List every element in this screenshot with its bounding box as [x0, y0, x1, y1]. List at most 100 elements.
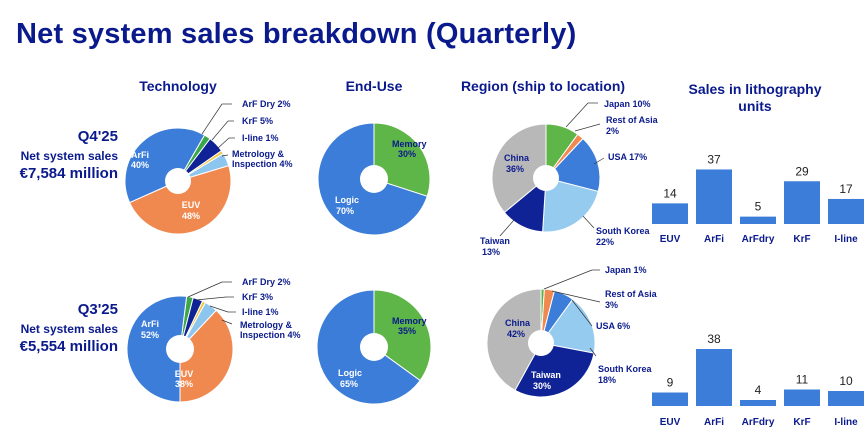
south-korea-callout: South Korea: [596, 226, 650, 236]
arfi-slice-pct: 52%: [141, 330, 159, 340]
leader-line: [201, 103, 223, 135]
leader-line: [209, 305, 229, 313]
donut-hole: [360, 333, 388, 361]
bar-euv: [652, 203, 688, 224]
leader-line: [551, 290, 601, 303]
euv-slice-label: EUV: [175, 369, 194, 379]
technology-pie-q3: ArFi 52% EUV 38% ArF Dry 2% KrF 3% I-lin…: [126, 277, 301, 403]
donut-hole: [166, 335, 194, 363]
donut-hole: [165, 168, 191, 194]
leader-line: [571, 299, 593, 327]
pie-slice-arfi: [124, 127, 206, 204]
bar-arfdry: [740, 400, 776, 406]
south-korea-callout-pct: 18%: [598, 375, 616, 385]
pie-slice-euv: [179, 309, 234, 403]
metrology-callout: Metrology &: [240, 320, 293, 330]
region-pie-q3: China 42% Taiwan 30% Japan 1% Rest of As…: [486, 265, 658, 398]
units-header-line2: units: [738, 98, 772, 114]
leader-line: [187, 281, 223, 298]
period-caption: Net system sales: [20, 149, 118, 163]
bar-value-label: 9: [667, 376, 674, 390]
china-slice-label: China: [505, 318, 531, 328]
euv-slice-label: EUV: [182, 200, 201, 210]
bar-i-line: [828, 391, 864, 406]
period-amount: €5,554 million: [19, 338, 118, 355]
taiwan-callout-pct: 13%: [482, 247, 500, 257]
page-title: Net system sales breakdown (Quarterly): [16, 18, 577, 50]
leader-line: [221, 154, 229, 157]
bar-value-label: 29: [795, 164, 809, 178]
bar-krf: [784, 389, 820, 406]
period-amount: €7,584 million: [19, 165, 118, 182]
donut-hole: [533, 165, 559, 191]
pie-slice-china: [491, 123, 547, 214]
bar-category-label: KrF: [793, 417, 810, 428]
units-header: Sales in lithography units: [655, 81, 855, 115]
leader-line: [582, 215, 595, 229]
pie-slice-euv: [128, 165, 232, 235]
leader-line: [565, 102, 589, 128]
pie-slice-arfi: [126, 295, 188, 403]
bar-arfdry: [740, 216, 776, 224]
rest-of-asia-callout: Rest of Asia: [606, 115, 659, 125]
bar-category-label: ArFi: [704, 234, 724, 245]
pie-slice-china: [486, 288, 542, 391]
bar-value-label: 14: [663, 186, 677, 200]
period-quarter: Q3'25: [77, 301, 118, 318]
bar-category-label: KrF: [793, 234, 810, 245]
period-quarter: Q4'25: [77, 128, 118, 145]
leader-line: [593, 157, 605, 165]
donut-hole: [360, 165, 388, 193]
memory-slice-pct: 30%: [398, 149, 416, 159]
units-header-line1: Sales in lithography: [688, 81, 822, 97]
bar-euv: [652, 392, 688, 406]
metrology-callout-pct: Inspection 4%: [232, 159, 293, 169]
metrology-callout: Metrology &: [232, 149, 285, 159]
bar-category-label: I-line: [834, 234, 858, 245]
china-slice-pct: 42%: [507, 329, 525, 339]
end-use-pie-q3: Memory 35% Logic 65%: [316, 289, 432, 405]
units-bar-chart-q3: 9 EUV 38 ArFi 4 ArFdry 11 KrF 10 I-line: [652, 332, 864, 428]
usa-callout: USA 17%: [608, 152, 647, 162]
arfi-slice-label: ArFi: [131, 150, 149, 160]
pie-slice-memory: [373, 289, 432, 382]
bar-category-label: I-line: [834, 417, 858, 428]
bar-value-label: 37: [707, 152, 721, 166]
south-korea-callout: South Korea: [598, 364, 652, 374]
bar-category-label: ArFdry: [742, 417, 775, 428]
memory-slice-label: Memory: [392, 316, 427, 326]
leader-line: [217, 137, 230, 149]
bar-i-line: [828, 198, 864, 224]
leader-line: [221, 319, 233, 325]
donut-hole: [528, 330, 554, 356]
arfi-slice-pct: 40%: [131, 160, 149, 170]
bar-value-label: 11: [796, 373, 809, 387]
pie-slice-south-korea: [542, 177, 599, 233]
arfi-slice-label: ArFi: [141, 319, 159, 329]
arfdry-callout: ArF Dry 2%: [242, 277, 291, 287]
period-q4-label: Q4'25 Net system sales €7,584 million: [0, 128, 118, 182]
bar-krf: [784, 181, 820, 224]
krf-callout: KrF 5%: [242, 116, 273, 126]
arfdry-callout: ArF Dry 2%: [242, 99, 291, 109]
leader-line: [574, 123, 601, 132]
rest-of-asia-callout-pct: 3%: [605, 300, 618, 310]
bar-arfi: [696, 349, 732, 406]
logic-slice-pct: 65%: [340, 379, 358, 389]
technology-pie-q4: ArFi 40% EUV 48% ArF Dry 2% KrF 5% I-lin…: [124, 99, 293, 235]
bar-value-label: 17: [839, 182, 853, 196]
pie-slice-taiwan: [514, 342, 595, 398]
taiwan-slice-pct: 30%: [533, 381, 551, 391]
period-caption: Net system sales: [20, 322, 118, 336]
japan-callout: Japan 10%: [604, 99, 651, 109]
bar-category-label: ArFi: [704, 417, 724, 428]
leader-line: [211, 120, 229, 141]
euv-slice-pct: 38%: [175, 379, 193, 389]
leader-line: [499, 219, 515, 237]
logic-slice-label: Logic: [335, 195, 359, 205]
logic-slice-label: Logic: [338, 368, 362, 378]
memory-slice-label: Memory: [392, 139, 427, 149]
pie-slice-usa: [545, 137, 601, 193]
region-pie-q4: China 36% Japan 10% Rest of Asia 2% USA …: [480, 99, 659, 257]
